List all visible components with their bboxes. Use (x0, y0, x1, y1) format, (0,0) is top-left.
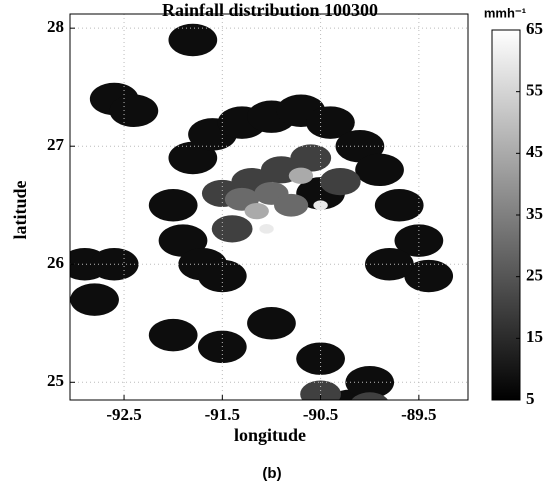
colorbar-tick-label: 25 (526, 266, 543, 285)
y-tick-label: 28 (47, 17, 64, 36)
rain-cell (247, 307, 296, 339)
rain-cell (355, 154, 404, 186)
chart-title: Rainfall distribution 100300 (162, 0, 378, 20)
rain-cell (168, 24, 217, 56)
colorbar (492, 30, 520, 400)
rain-cell (290, 144, 331, 171)
y-axis-label: latitude (10, 180, 30, 239)
rain-cell (385, 425, 434, 457)
x-tick-label: -92.5 (106, 405, 141, 424)
y-tick-label: 27 (47, 135, 65, 154)
caption: (b) (262, 465, 281, 482)
rain-cell (70, 283, 119, 315)
colorbar-tick-label: 15 (526, 327, 543, 346)
colorbar-tick-label: 35 (526, 204, 543, 223)
rain-cell (149, 189, 198, 221)
x-tick-label: -91.5 (205, 405, 240, 424)
x-tick-label: -89.5 (401, 405, 436, 424)
rain-cell (259, 224, 273, 234)
plot-area (60, 24, 453, 458)
rain-cell (320, 168, 361, 195)
rain-cell (289, 168, 313, 184)
x-axis-label: longitude (234, 425, 306, 445)
rain-cell (313, 200, 327, 210)
colorbar-tick-label: 5 (526, 389, 535, 408)
y-tick-label: 25 (47, 371, 64, 390)
rain-cell (375, 189, 424, 221)
rain-cell (212, 215, 253, 242)
rain-cell (349, 392, 390, 419)
colorbar-tick-label: 45 (526, 142, 543, 161)
rain-cell (149, 319, 198, 351)
colorbar-tick-label: 65 (526, 19, 543, 38)
x-tick-label: -90.5 (303, 405, 338, 424)
chart: Rainfall distribution 100300 longitude l… (0, 0, 555, 488)
rain-cell (355, 413, 404, 445)
rain-cell (274, 194, 308, 217)
rain-cell (110, 95, 159, 127)
y-tick-label: 26 (47, 253, 64, 272)
rain-cell (245, 203, 269, 219)
colorbar-label: mmh⁻¹ (484, 5, 526, 20)
colorbar-tick-label: 55 (526, 81, 543, 100)
